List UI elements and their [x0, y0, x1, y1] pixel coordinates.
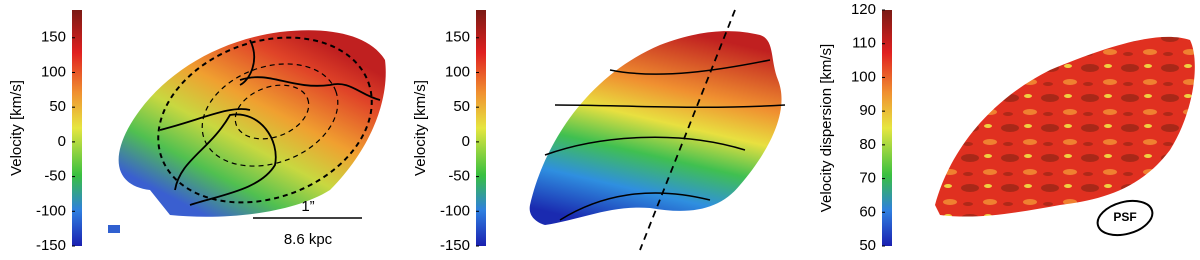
colorbar-tick-label: 90: [859, 102, 876, 119]
colorbar-label: Velocity [km/s]: [412, 80, 429, 176]
colorbar-label: Velocity dispersion [km/s]: [818, 44, 835, 212]
colorbar-tick-label: -150: [440, 237, 470, 254]
colorbar-tick-label: 50: [453, 98, 470, 115]
colorbar-tick-label: 0: [58, 133, 66, 150]
colorbar-tick-label: 110: [852, 35, 876, 52]
colorbar-tick-label: -150: [36, 237, 66, 254]
dispersion-map: PSF: [935, 36, 1195, 237]
colorbar-tick-label: -100: [36, 202, 66, 219]
colorbar-tick-label: -50: [44, 168, 66, 185]
colorbar-tick-label: 70: [859, 170, 876, 187]
colorbar-tick-label: 150: [445, 29, 470, 46]
colorbar: [882, 10, 892, 246]
colorbar-tick-label: 100: [851, 68, 876, 85]
colorbar-tick-label: -50: [448, 168, 470, 185]
colorbar-tick-label: 80: [859, 136, 876, 153]
colorbar-tick-label: 150: [41, 29, 66, 46]
colorbar-tick-label: 0: [462, 133, 470, 150]
psf-label: PSF: [1113, 210, 1136, 224]
colorbar-tick-label: 100: [445, 63, 470, 80]
velocity-map-model: [529, 9, 786, 251]
colorbar-tick-label: -100: [440, 202, 470, 219]
colorbar-label: Velocity [km/s]: [8, 80, 25, 176]
colorbar-tick-label: 50: [859, 237, 876, 254]
colorbar-tick-label: 120: [851, 1, 876, 18]
colorbar-tick-label: 100: [41, 63, 66, 80]
colorbar-tick-label: 60: [859, 203, 876, 220]
colorbar: [476, 10, 486, 246]
scale-bar-physical: 8.6 kpc: [284, 231, 333, 248]
colorbar: [72, 10, 82, 246]
velocity-map-observed: 1” 8.6 kpc: [108, 30, 386, 248]
scale-bar-angular: 1”: [301, 198, 314, 215]
colorbar-tick-label: 50: [49, 98, 66, 115]
